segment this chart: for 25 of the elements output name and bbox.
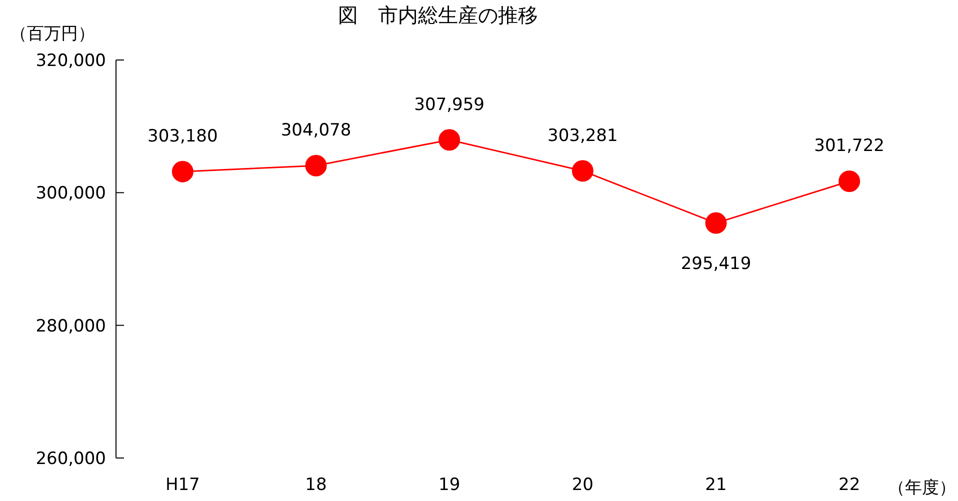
point [305, 154, 327, 176]
point [705, 212, 727, 234]
data-label: 303,281 [548, 126, 618, 146]
x-tick-label: 22 [838, 475, 860, 496]
data-label: 304,078 [280, 120, 352, 141]
x-tick-label: 18 [305, 475, 327, 496]
point [838, 170, 860, 192]
x-tick-label: 20 [572, 475, 594, 496]
point [572, 160, 594, 182]
x-axis-title: （年度） [888, 477, 956, 499]
y-tick-label: 300,000 [36, 184, 106, 204]
x-tick-label: H17 [165, 475, 200, 496]
point [172, 160, 194, 182]
y-tick-label: 260,000 [36, 449, 106, 470]
data-label: 295,419 [680, 254, 752, 274]
x-tick-label: 21 [705, 475, 727, 496]
data-label: 303,180 [148, 126, 218, 147]
x-tick-label: 19 [438, 475, 460, 496]
y-axis-title: （百万円） [10, 23, 95, 45]
y-tick-label: 280,000 [36, 316, 106, 336]
point [438, 129, 460, 151]
y-tick-label: 320,000 [36, 51, 106, 72]
data-label: 307,959 [414, 94, 484, 115]
chart-title: 図 市内総生産の推移 [338, 2, 538, 29]
data-label: 301,722 [814, 136, 884, 156]
